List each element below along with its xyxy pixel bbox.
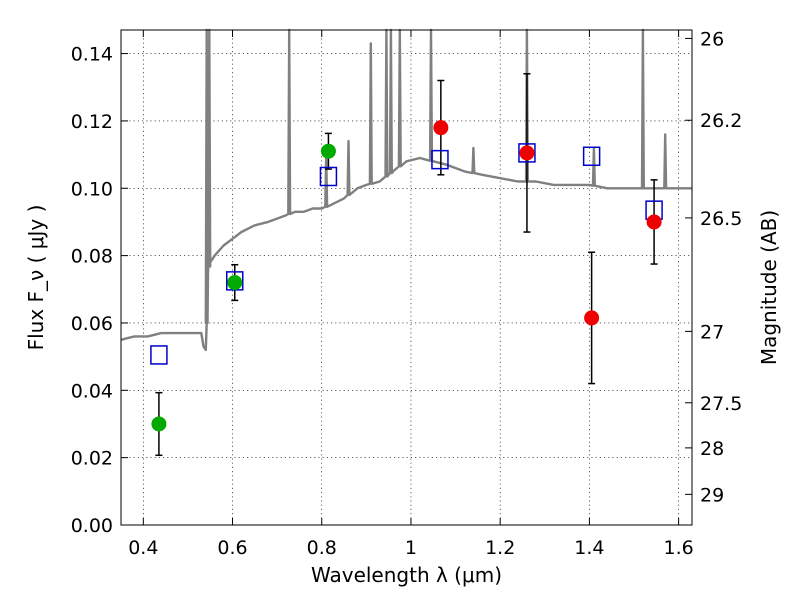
- y2-tick-label: 27: [700, 321, 724, 343]
- y-tick-label: 0.10: [71, 178, 113, 200]
- nir-point: [646, 214, 662, 230]
- y2-tick-label: 26.2: [700, 110, 742, 132]
- model-point-square: [150, 345, 168, 365]
- y2-tick-label: 27.5: [700, 393, 742, 415]
- plot-frame: [120, 29, 693, 526]
- model-point-square: [319, 166, 338, 187]
- grid-layer: [121, 30, 692, 526]
- x-tick-label: 0.6: [217, 537, 247, 559]
- optical-point: [320, 143, 336, 159]
- y2-tick-label: 26.5: [700, 208, 742, 230]
- model-point-square: [518, 143, 536, 163]
- x-tick-label: 1.2: [485, 537, 515, 559]
- y2-axis-title: Magnitude (AB): [757, 210, 781, 365]
- optical-point: [227, 275, 243, 291]
- y2-tick-label: 29: [700, 484, 724, 506]
- y-axis-title: Flux F_ν ( μJy ): [24, 205, 48, 351]
- model-point-square: [582, 146, 601, 167]
- x-tick-label: 1.4: [574, 537, 604, 559]
- x-tick-label: 1: [405, 537, 417, 559]
- y-tick-label: 0.14: [71, 44, 113, 66]
- y-tick-label: 0.02: [71, 448, 113, 470]
- y-tick-label: 0.00: [71, 515, 113, 537]
- ticks-layer: 0.4 0.6 0.8 1 1.2 1.4 1.6 0.00 0.02 0.04 0.06 0.08 0…: [71, 28, 743, 559]
- y-tick-label: 0.08: [71, 246, 113, 268]
- data-points-layer: [150, 73, 663, 457]
- y-tick-label: 0.04: [71, 380, 113, 402]
- template-spectrum-layer: [120, 28, 692, 352]
- y2-tick-label: 28: [700, 438, 724, 460]
- x-tick-label: 1.6: [664, 537, 694, 559]
- y2-tick-label: 26: [700, 28, 724, 50]
- nir-point: [433, 120, 449, 136]
- x-tick-label: 0.4: [128, 537, 158, 559]
- x-tick-label: 0.8: [307, 537, 337, 559]
- template-spectrum-line: [120, 28, 692, 352]
- model-point-square: [431, 149, 449, 170]
- optical-point: [151, 416, 167, 432]
- x-axis-title: Wavelength λ (μm): [311, 563, 502, 587]
- nir-point: [519, 145, 535, 161]
- y-tick-label: 0.12: [71, 111, 113, 133]
- nir-point: [584, 310, 600, 326]
- y-tick-label: 0.06: [71, 313, 113, 335]
